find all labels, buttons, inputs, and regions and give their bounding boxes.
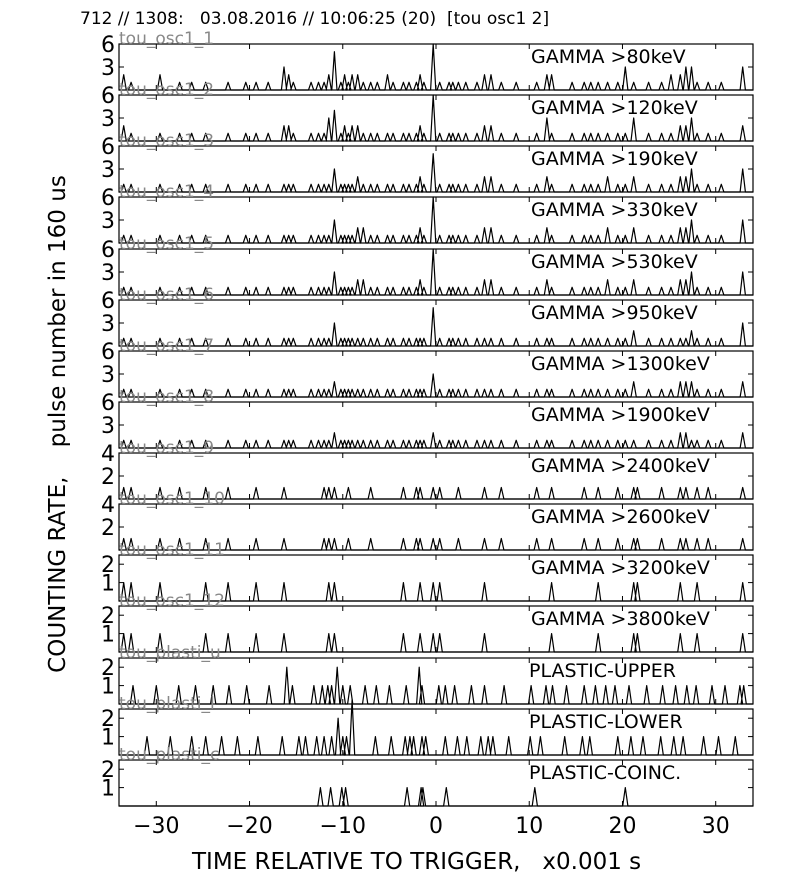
y-tick-label: 1 — [101, 726, 115, 751]
y-tick-label: 3 — [101, 107, 115, 132]
data-series-trace — [119, 666, 753, 705]
channel-label: PLASTIC-LOWER — [529, 711, 683, 733]
data-series-trace — [119, 373, 753, 398]
detector-tag: tou_osc1_3 — [119, 131, 214, 151]
y-tick-label: 1 — [101, 623, 115, 648]
detector-tag: tou_osc1_2 — [119, 80, 214, 100]
detector-tag: tou_plasti_c — [119, 745, 219, 765]
data-series-trace — [119, 432, 753, 449]
y-tick-label: 3 — [101, 363, 115, 388]
data-series-trace — [119, 787, 753, 807]
y-tick-label: 2 — [101, 516, 115, 541]
x-axis-label: TIME RELATIVE TO TRIGGER, x0.001 s — [192, 849, 642, 875]
detector-tag: tou_plasti_l — [119, 694, 215, 714]
data-series-trace — [119, 196, 753, 244]
y-tick-label: 6 — [101, 289, 115, 314]
y-tick-label: 3 — [101, 414, 115, 439]
channel-label: GAMMA >3200keV — [531, 557, 710, 579]
panel-tou-osc1-6: 36 tou_osc1_6 GAMMA >950keV — [101, 285, 754, 347]
channel-label: PLASTIC-UPPER — [529, 660, 676, 682]
y-tick-label: 2 — [101, 707, 115, 732]
detector-tag: tou_plasti_u — [119, 643, 221, 663]
channel-label: GAMMA >120keV — [531, 97, 698, 119]
detector-tag: tou_osc1_6 — [119, 285, 214, 305]
channel-label: GAMMA >190keV — [531, 148, 698, 170]
data-series-trace — [119, 633, 753, 653]
detector-tag: tou_osc1_9 — [119, 438, 214, 458]
y-tick-label: 1 — [101, 675, 115, 700]
panel-tou-osc1-10: 24 tou_osc1_10 GAMMA >2600keV — [101, 489, 754, 551]
y-tick-label: 3 — [101, 56, 115, 81]
channel-label: GAMMA >80keV — [531, 46, 686, 68]
channel-label: GAMMA >950keV — [531, 302, 698, 324]
detector-tag: tou_osc1_10 — [119, 489, 225, 509]
y-tick-label: 6 — [101, 238, 115, 263]
x-tick-label: 30 — [702, 814, 730, 839]
data-series-trace — [119, 307, 753, 347]
detector-tag: tou_osc1_1 — [119, 29, 214, 49]
detector-tag: tou_osc1_11 — [119, 540, 225, 560]
channel-label: GAMMA >1900keV — [531, 404, 710, 426]
y-tick-label: 6 — [101, 340, 115, 365]
data-series-trace — [119, 153, 753, 193]
y-tick-label: 2 — [101, 656, 115, 681]
panel-tou-osc1-4: 36 tou_osc1_4 GAMMA >330keV — [101, 182, 754, 244]
y-axis-label: COUNTING RATE, pulse number in 160 us — [45, 175, 71, 673]
data-series-trace — [119, 699, 753, 756]
y-tick-label: 6 — [101, 33, 115, 58]
channel-label: GAMMA >2600keV — [531, 506, 710, 528]
channel-label: GAMMA >530keV — [531, 251, 698, 273]
y-tick-label: 6 — [101, 135, 115, 160]
panel-tou-osc1-2: 36 tou_osc1_2 GAMMA >120keV — [101, 80, 754, 142]
chart-header: 712 // 1308: 03.08.2016 // 10:06:25 (20)… — [80, 9, 550, 29]
detector-tag: tou_osc1_4 — [119, 182, 214, 202]
x-tick-label: 0 — [429, 814, 443, 839]
detector-tag: tou_osc1_5 — [119, 234, 214, 254]
x-tick-label: 10 — [515, 814, 543, 839]
channel-label: GAMMA >2400keV — [531, 455, 710, 477]
y-tick-label: 3 — [101, 261, 115, 286]
panel-tou-osc1-5: 36 tou_osc1_5 GAMMA >530keV — [101, 234, 754, 296]
channel-label: GAMMA >1300keV — [531, 353, 710, 375]
x-tick-label: −20 — [226, 814, 272, 839]
x-tick-label: 20 — [608, 814, 636, 839]
x-tick-label: −10 — [320, 814, 366, 839]
y-tick-label: 6 — [101, 391, 115, 416]
y-tick-label: 3 — [101, 209, 115, 234]
panel-tou-osc1-7: 36 tou_osc1_7 GAMMA >1300keV — [101, 336, 754, 398]
panel-tou-osc1-3: 36 tou_osc1_3 GAMMA >190keV — [101, 131, 754, 193]
y-tick-label: 2 — [101, 553, 115, 578]
y-tick-label: 4 — [101, 493, 115, 518]
y-tick-label: 4 — [101, 442, 115, 467]
y-tick-label: 2 — [101, 758, 115, 783]
y-tick-label: 3 — [101, 158, 115, 183]
data-series-trace — [119, 248, 753, 296]
panel-tou-osc1-9: 24 tou_osc1_9 GAMMA >2400keV — [101, 438, 754, 500]
panel-tou-osc1-8: 36 tou_osc1_8 GAMMA >1900keV — [101, 387, 754, 449]
data-series-trace — [119, 94, 753, 142]
channel-label: GAMMA >330keV — [531, 199, 698, 221]
channel-label: PLASTIC-COINC. — [529, 762, 681, 784]
data-series-trace — [119, 43, 753, 91]
y-tick-label: 2 — [101, 604, 115, 629]
detector-tag: tou_osc1_7 — [119, 336, 214, 356]
y-tick-label: 6 — [101, 186, 115, 211]
data-series-trace — [119, 582, 753, 602]
y-tick-label: 2 — [101, 465, 115, 490]
channel-label: GAMMA >3800keV — [531, 608, 710, 630]
y-tick-label: 1 — [101, 777, 115, 802]
x-tick-label: −30 — [133, 814, 179, 839]
y-tick-label: 6 — [101, 84, 115, 109]
detector-tag: tou_osc1_12 — [119, 591, 225, 611]
y-tick-label: 3 — [101, 312, 115, 337]
y-tick-label: 1 — [101, 572, 115, 597]
panel-tou-osc1-1: 36 tou_osc1_1 GAMMA >80keV — [101, 29, 754, 91]
detector-tag: tou_osc1_8 — [119, 387, 214, 407]
